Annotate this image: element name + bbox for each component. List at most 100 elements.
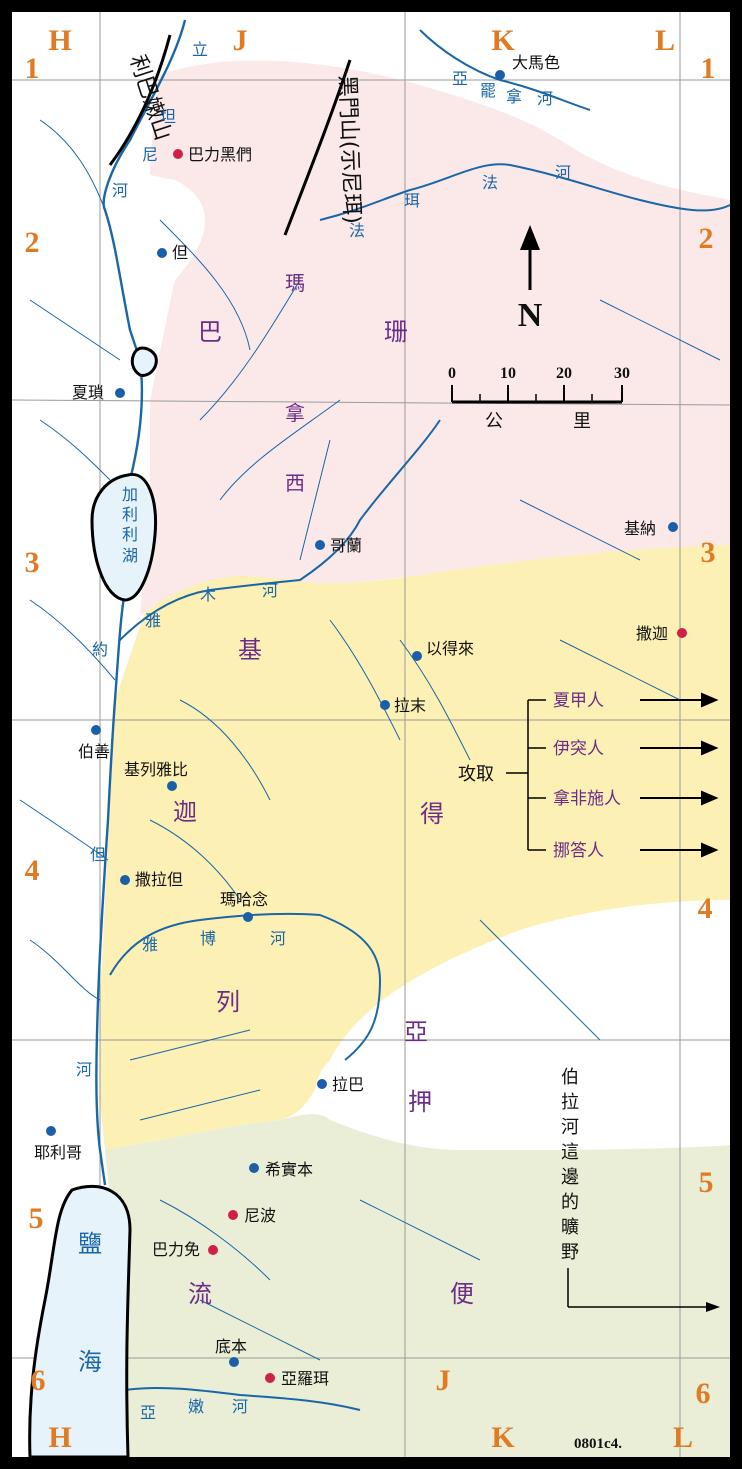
river-label-upper-jordan: 坦 bbox=[160, 107, 176, 126]
grid-row-label: 5 bbox=[29, 1202, 44, 1235]
wilderness-blob bbox=[315, 900, 730, 1150]
region-manasseh: 瑪 bbox=[285, 271, 305, 295]
grid-row-label: 1 bbox=[25, 52, 40, 85]
river-label-yarmuk: 雅 bbox=[145, 611, 161, 630]
city-golan: 哥蘭 bbox=[330, 536, 362, 555]
city-heshbon: 希實本 bbox=[265, 1160, 313, 1179]
river-label-jordan: 約 bbox=[92, 640, 108, 659]
region-bashan: 珊 bbox=[384, 318, 408, 346]
city-baal-meon: 巴力免 bbox=[152, 1240, 200, 1259]
scale-unit-label: 公 bbox=[485, 411, 503, 432]
region-bashan: 巴 bbox=[198, 318, 222, 346]
city-dot bbox=[229, 1357, 239, 1367]
wilderness-char: 邊 bbox=[561, 1167, 579, 1188]
pharpar-river bbox=[319, 163, 731, 221]
region-reuben: 便 bbox=[450, 1280, 474, 1308]
city-damascus: 大馬色 bbox=[512, 53, 560, 72]
dead-sea bbox=[28, 1184, 132, 1459]
river-label-upper-jordan: 尼 bbox=[142, 145, 158, 164]
river-label-upper-jordan: 河 bbox=[112, 181, 128, 200]
city-dot bbox=[677, 628, 687, 638]
city-baal-hermon: 巴力黑們 bbox=[188, 145, 252, 164]
grid-row-label: 6 bbox=[31, 1364, 46, 1397]
lake-label-galilee: 利 bbox=[122, 505, 138, 524]
grid-row-label: 4 bbox=[25, 854, 40, 887]
city-dot bbox=[208, 1245, 218, 1255]
people-naphish: 拿非施人 bbox=[553, 788, 621, 809]
people-nodab: 挪答人 bbox=[553, 841, 604, 861]
scale-tick-label: 30 bbox=[614, 365, 630, 382]
lake-label-dead-sea: 海 bbox=[78, 1348, 102, 1376]
river-label-jabbok: 河 bbox=[270, 929, 286, 948]
river-label-pharpar: 珥 bbox=[404, 191, 420, 210]
city-dot bbox=[495, 70, 505, 80]
river-label-abana: 河 bbox=[537, 89, 553, 108]
wilderness-char: 這 bbox=[561, 1142, 579, 1163]
hermon-mountain-label: 黑門山(示尼珥) bbox=[334, 74, 364, 224]
grid-row-labels-right: 1 2 3 4 5 6 bbox=[696, 52, 716, 1410]
city-hazor: 夏瑣 bbox=[72, 383, 104, 402]
city-dot bbox=[228, 1210, 238, 1220]
river-network bbox=[19, 19, 731, 1411]
city-rabbah: 拉巴 bbox=[332, 1075, 364, 1094]
city-zarethan: 撒拉但 bbox=[135, 870, 183, 889]
grid-column-labels-top: H J K L bbox=[48, 24, 675, 57]
grid-col-label: J bbox=[436, 1364, 451, 1397]
arnon-river bbox=[124, 1386, 361, 1411]
scale-tick-label: 20 bbox=[556, 365, 572, 382]
sea-of-galilee bbox=[90, 473, 158, 602]
lake-huleh bbox=[130, 346, 158, 377]
city-dot bbox=[380, 700, 390, 710]
lake-label-dead-sea: 鹽 bbox=[78, 1230, 102, 1258]
grid-col-label: L bbox=[673, 1421, 693, 1454]
conquest-arrows bbox=[640, 692, 719, 858]
map-code: 0801c4. bbox=[574, 1436, 622, 1452]
river-label-jordan: 但 bbox=[90, 845, 106, 864]
city-dot bbox=[115, 388, 125, 398]
river-label-yarmuk: 木 bbox=[200, 585, 216, 604]
city-beth-shan: 伯善 bbox=[78, 742, 110, 761]
city-nebo: 尼波 bbox=[244, 1206, 276, 1225]
wilderness-char: 野 bbox=[561, 1242, 579, 1263]
grid-col-label: K bbox=[491, 24, 515, 57]
hermon-ridge bbox=[283, 59, 352, 236]
city-markers: 大馬色 巴力黑們 但 夏瑣 哥蘭 基納 撒迦 以得來 拉末 伯善 基列雅比 撒拉… bbox=[34, 53, 687, 1388]
wilderness-char: 曠 bbox=[561, 1217, 579, 1238]
river-label-pharpar: 法 bbox=[349, 221, 365, 240]
grid-lines bbox=[11, 12, 731, 1457]
river-label-jordan: 河 bbox=[76, 1060, 92, 1079]
city-edrei: 以得來 bbox=[426, 639, 474, 658]
city-salecah: 撒迦 bbox=[636, 624, 668, 643]
lebanon-ridge bbox=[108, 34, 172, 166]
north-arrow: N bbox=[518, 225, 543, 334]
region-gilead: 基 bbox=[238, 636, 262, 664]
grid-col-label: J bbox=[233, 24, 248, 57]
grid-col-label: K bbox=[491, 1421, 515, 1454]
wilderness-annotation: 伯 拉 河 這 邊 的 曠 野 bbox=[561, 1067, 720, 1312]
river-label-arnon: 嫩 bbox=[188, 1397, 204, 1416]
tributaries bbox=[19, 119, 721, 1361]
wilderness-char: 河 bbox=[561, 1117, 579, 1138]
grid-row-label: 5 bbox=[699, 1166, 714, 1199]
grid-row-label: 3 bbox=[25, 546, 40, 579]
grid-col-label: H bbox=[48, 24, 71, 57]
lake-label-galilee: 湖 bbox=[122, 546, 138, 565]
city-dot bbox=[46, 1126, 56, 1136]
city-aroer: 亞羅珥 bbox=[281, 1369, 329, 1388]
river-label-arnon: 亞 bbox=[140, 1403, 156, 1422]
city-dot bbox=[243, 912, 253, 922]
conquest-label: 攻取 bbox=[458, 764, 494, 785]
city-dot bbox=[249, 1163, 259, 1173]
city-dot bbox=[157, 248, 167, 258]
city-dot bbox=[412, 651, 422, 661]
city-dot bbox=[317, 1079, 327, 1089]
region-gad: 迦 bbox=[173, 798, 197, 826]
city-kenath: 基納 bbox=[624, 519, 656, 538]
city-dot bbox=[668, 522, 678, 532]
river-label-jabbok: 雅 bbox=[142, 935, 158, 954]
wilderness-char: 的 bbox=[561, 1192, 579, 1213]
river-label-pharpar: 法 bbox=[482, 173, 498, 192]
river-label-jabbok: 博 bbox=[200, 929, 216, 948]
river-label-upper-jordan: 立 bbox=[192, 40, 208, 59]
grid-col-label: H bbox=[48, 1421, 71, 1454]
